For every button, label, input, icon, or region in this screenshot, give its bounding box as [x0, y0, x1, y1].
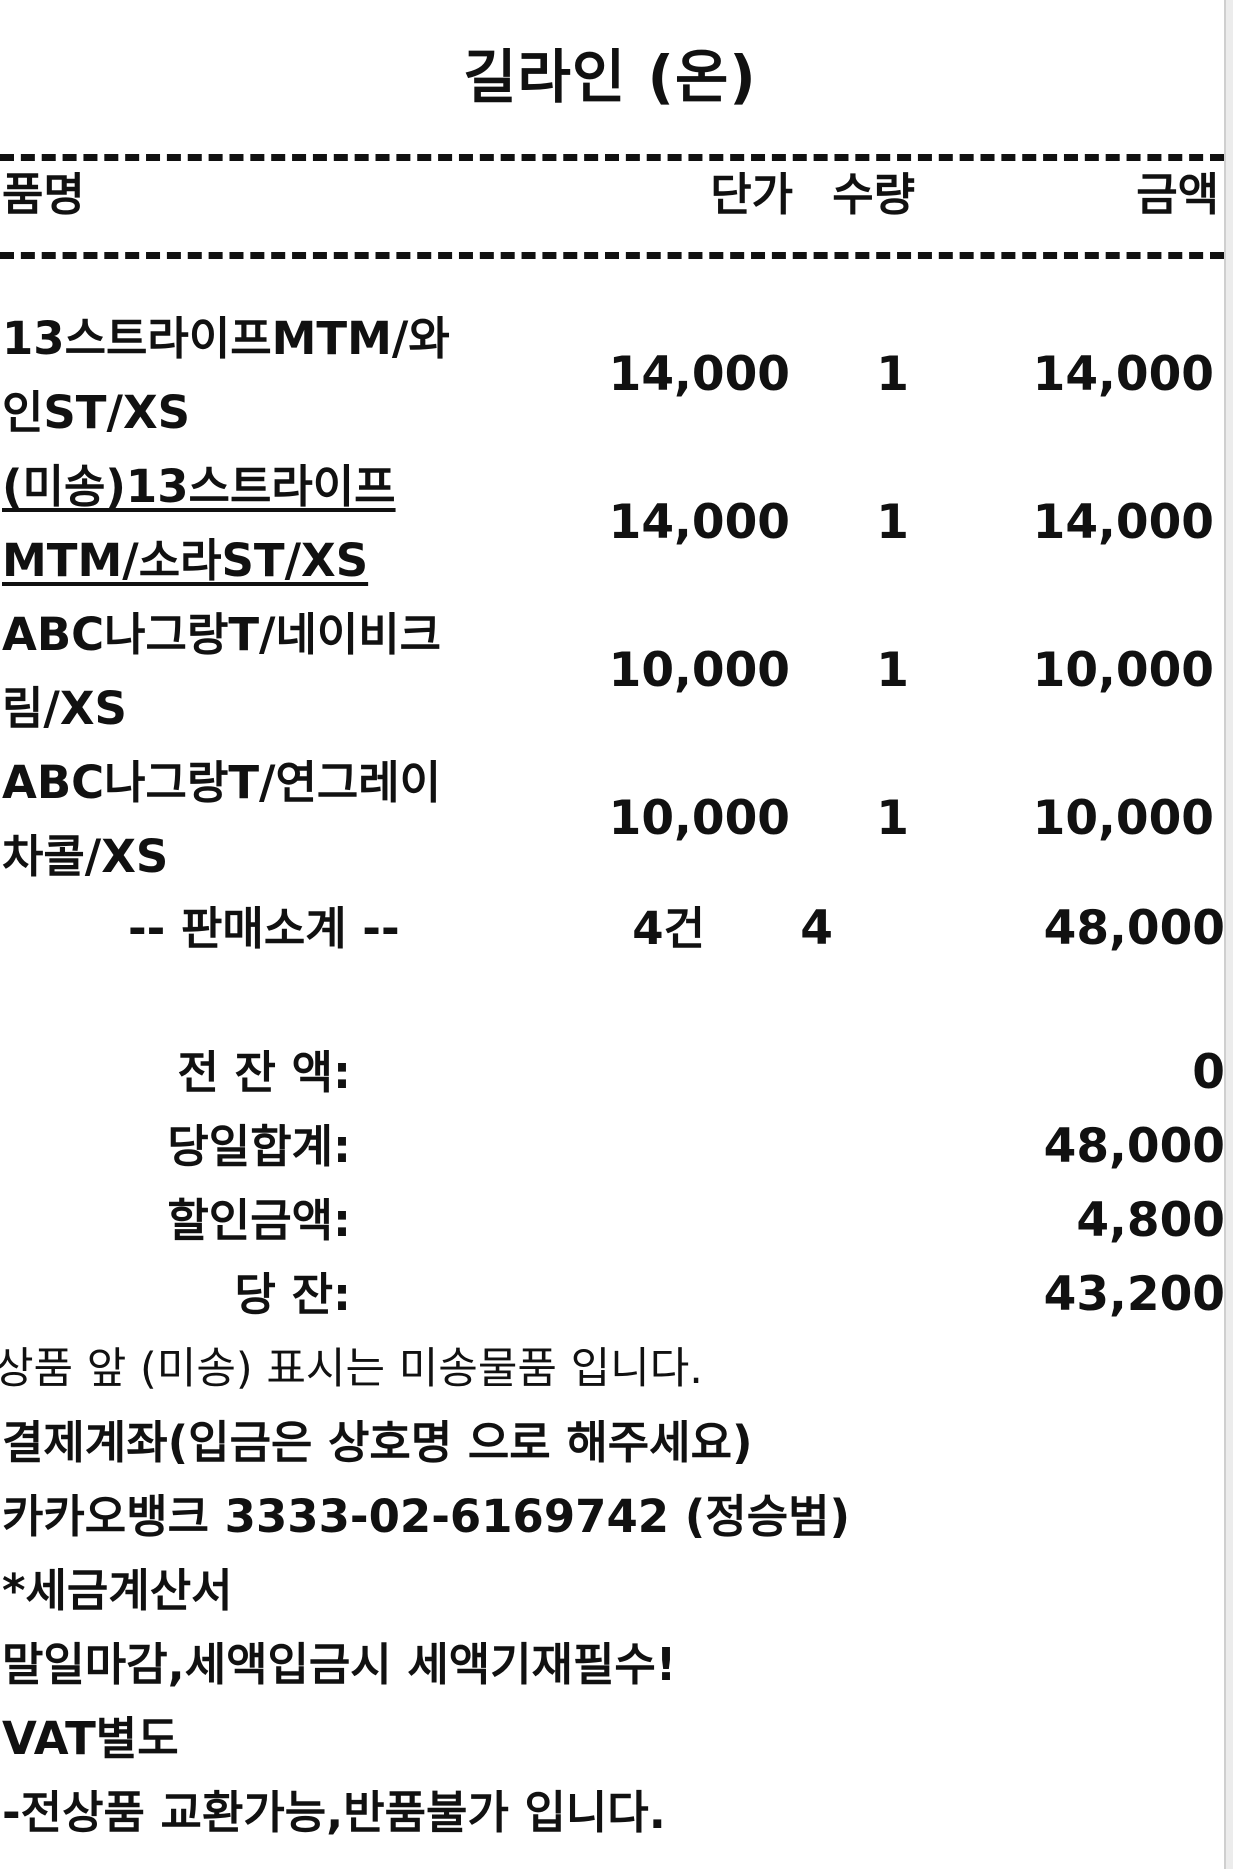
- subtotal-label: -- 판매소계 --: [128, 902, 400, 955]
- previous-balance-label: 전 잔 액:: [177, 1046, 351, 1099]
- item-name-line: (미송)13스트라이프: [2, 460, 396, 513]
- item-quantity: 1: [876, 643, 909, 698]
- header-amount: 금액: [1136, 168, 1219, 221]
- item-unit-price: 10,000: [608, 791, 790, 846]
- current-balance-label: 당 잔:: [234, 1268, 351, 1321]
- item-name-line: 림/XS: [2, 682, 127, 735]
- exchange-policy: -전상품 교환가능,반품불가 입니다.: [2, 1786, 666, 1839]
- item-name-line: 13스트라이프MTM/와: [2, 312, 450, 365]
- payment-account-heading: 결제계좌(입금은 상호명 으로 해주세요): [2, 1416, 753, 1469]
- header-top-divider: [0, 154, 1224, 161]
- daily-total-value: 48,000: [1043, 1119, 1225, 1174]
- item-name-line: 인ST/XS: [2, 386, 191, 439]
- tax-invoice-note: 말일마감,세액입금시 세액기재필수!: [2, 1638, 677, 1691]
- item-unit-price: 14,000: [608, 495, 790, 550]
- item-name-line: ABC나그랑T/네이비크: [2, 608, 442, 661]
- item-name: ABC나그랑T/연그레이 차콜/XS: [2, 746, 502, 894]
- subtotal-quantity: 4: [800, 901, 833, 956]
- item-amount: 14,000: [1032, 347, 1214, 402]
- item-unit-price: 10,000: [608, 643, 790, 698]
- item-name: ABC나그랑T/네이비크 림/XS: [2, 598, 502, 746]
- discount-label: 할인금액:: [167, 1194, 351, 1247]
- item-name-line: ABC나그랑T/연그레이: [2, 756, 442, 809]
- previous-balance-value: 0: [1192, 1045, 1225, 1100]
- unsent-note: 상품 앞 (미송) 표시는 미송물품 입니다.: [0, 1344, 703, 1394]
- item-amount: 10,000: [1032, 791, 1214, 846]
- item-quantity: 1: [876, 347, 909, 402]
- header-quantity: 수량: [832, 168, 915, 221]
- item-name-line: 차콜/XS: [2, 830, 169, 883]
- item-name: 13스트라이프MTM/와 인ST/XS: [2, 302, 502, 450]
- subtotal-count: 4건: [632, 902, 705, 955]
- discount-value: 4,800: [1076, 1193, 1225, 1248]
- bank-account: 카카오뱅크 3333-02-6169742 (정승범): [2, 1490, 851, 1543]
- current-balance-value: 43,200: [1043, 1267, 1225, 1322]
- header-unit-price: 단가: [710, 168, 793, 221]
- item-row: ABC나그랑T/네이비크 림/XS 10,000 1 10,000: [0, 598, 1222, 746]
- item-name-line: MTM/소라ST/XS: [2, 534, 369, 587]
- subtotal-amount: 48,000: [1043, 901, 1225, 956]
- item-amount: 14,000: [1032, 495, 1214, 550]
- item-name: (미송)13스트라이프 MTM/소라ST/XS: [2, 450, 502, 598]
- item-quantity: 1: [876, 791, 909, 846]
- item-amount: 10,000: [1032, 643, 1214, 698]
- header-item-name: 품명: [2, 168, 85, 221]
- header-bottom-divider: [0, 252, 1224, 259]
- vat-note: VAT별도: [2, 1712, 179, 1765]
- item-row-unsent: (미송)13스트라이프 MTM/소라ST/XS 14,000 1 14,000: [0, 450, 1222, 598]
- page-edge: [1224, 0, 1233, 1869]
- item-unit-price: 14,000: [608, 347, 790, 402]
- tax-invoice-heading: *세금계산서: [2, 1564, 233, 1617]
- item-row: ABC나그랑T/연그레이 차콜/XS 10,000 1 10,000: [0, 746, 1222, 894]
- store-title: 길라인 (온): [463, 43, 757, 111]
- item-row: 13스트라이프MTM/와 인ST/XS 14,000 1 14,000: [0, 302, 1222, 450]
- daily-total-label: 당일합계:: [167, 1120, 351, 1173]
- item-quantity: 1: [876, 495, 909, 550]
